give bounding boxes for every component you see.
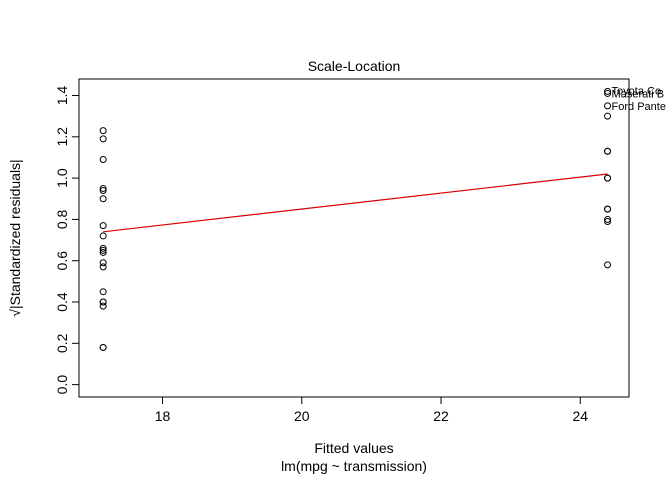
data-point (99, 195, 107, 203)
point-label: Toyota Co (612, 85, 662, 97)
x-axis: 18 20 22 24 (155, 396, 588, 424)
data-point (604, 174, 612, 182)
y-tick-label: 1.4 (54, 86, 70, 106)
data-point (99, 232, 107, 240)
chart-title: Scale-Location (308, 58, 401, 74)
x-axis-sublabel: lm(mpg ~ transmission) (281, 458, 427, 474)
plot-frame (78, 78, 630, 398)
data-point (604, 217, 612, 225)
data-point (99, 127, 107, 135)
data-point (604, 112, 612, 120)
data-point (99, 259, 107, 267)
point-label: Maserati B (612, 88, 665, 100)
y-tick-label: 1.2 (54, 127, 70, 147)
smooth-line (103, 173, 608, 233)
data-point (99, 222, 107, 230)
y-tick-label: 0.2 (54, 333, 70, 353)
data-point (99, 288, 107, 296)
x-tick-label: 22 (433, 408, 449, 424)
y-axis: 0.0 0.2 0.4 0.6 0.8 1.0 1.2 1.4 (54, 86, 80, 395)
data-point (99, 248, 107, 256)
data-point (99, 263, 107, 271)
data-point (99, 343, 107, 351)
x-tick-label: 24 (572, 408, 588, 424)
data-point (604, 205, 612, 213)
points-layer (99, 87, 612, 351)
y-tick-label: 1.0 (54, 168, 70, 188)
point-label: Ford Pante (612, 101, 666, 113)
data-point (604, 89, 612, 97)
y-axis-label: √|Standardized residuals| (7, 159, 23, 316)
data-point (99, 302, 107, 310)
data-point (99, 135, 107, 143)
y-tick-label: 0.4 (54, 292, 70, 312)
y-tick-label: 0.6 (54, 251, 70, 271)
data-point (604, 261, 612, 269)
data-point (99, 184, 107, 192)
x-tick-label: 18 (155, 408, 171, 424)
smooth-line-layer (103, 173, 608, 233)
data-point (604, 147, 612, 155)
data-point (99, 298, 107, 306)
data-point (99, 244, 107, 252)
y-tick-label: 0.8 (54, 209, 70, 229)
data-point (99, 187, 107, 195)
data-point (604, 215, 612, 223)
data-point (604, 87, 612, 95)
x-tick-label: 20 (294, 408, 310, 424)
data-point (604, 102, 612, 110)
data-point (99, 246, 107, 254)
x-axis-label: Fitted values (314, 440, 393, 456)
data-point (99, 156, 107, 164)
y-tick-label: 0.0 (54, 375, 70, 395)
